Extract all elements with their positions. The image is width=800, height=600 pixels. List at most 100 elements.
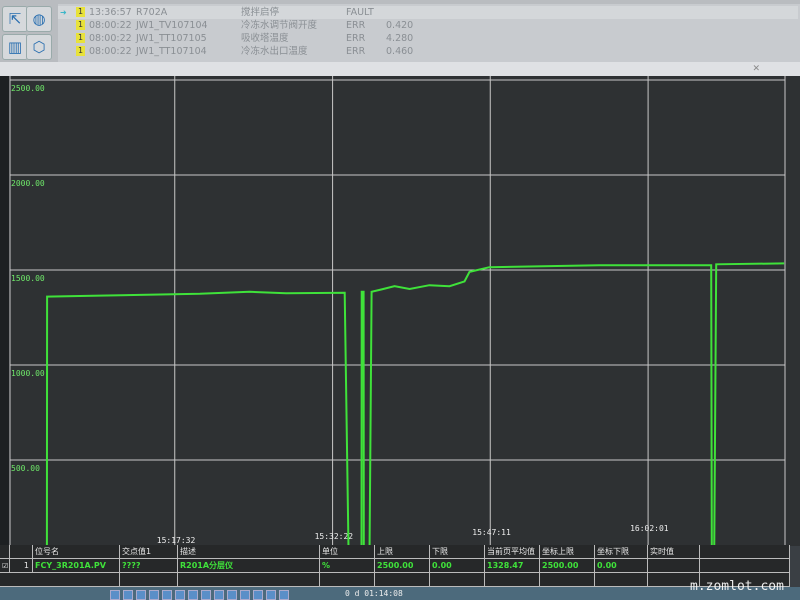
- close-icon[interactable]: ✕: [752, 64, 760, 74]
- alarm-time: 08:00:22: [89, 46, 132, 57]
- alarm-time: 13:36:57: [89, 7, 132, 18]
- y-tick-label: 2500.00: [11, 84, 45, 93]
- toolbar-button[interactable]: [240, 590, 250, 600]
- column-header: 位号名: [33, 545, 120, 559]
- alarm-value: 0.420: [386, 20, 414, 31]
- alarm-description: 吸收塔温度: [241, 33, 289, 44]
- x-tick-label: 15:47:11: [472, 528, 511, 537]
- trend-tag-table: 位号名 交点值1 描述 单位 上限 下限 当前页平均值 坐标上限 坐标下限 实时值 ☑ 1 FCY_3R…: [0, 545, 790, 587]
- trend-chart: 0.00500.001000.001500.002000.002500.0015…: [0, 76, 800, 546]
- y-tick-label: 2000.00: [11, 179, 45, 188]
- export-icon[interactable]: ⇱: [2, 6, 28, 32]
- alarm-tag: R702A: [136, 7, 168, 18]
- alarm-level-badge: 1: [76, 33, 85, 43]
- empty-cell: [120, 573, 178, 587]
- table-corner: [0, 545, 10, 559]
- toolbar-button[interactable]: [123, 590, 133, 600]
- table-cell: %: [320, 559, 375, 573]
- toolbar-button[interactable]: [253, 590, 263, 600]
- empty-cell: [700, 573, 790, 587]
- row-checkbox[interactable]: ☑: [0, 559, 10, 573]
- alarm-value: 4.280: [386, 33, 414, 44]
- alarm-description: 搅拌启停: [241, 7, 280, 18]
- y-tick-label: 500.00: [11, 464, 40, 473]
- alarm-level-badge: 1: [76, 20, 85, 30]
- table-cell: 1328.47: [485, 559, 540, 573]
- y-tick-label: 1000.00: [11, 369, 45, 378]
- alarm-row[interactable]: 1 08:00:22 JW1_TV107104 冷冻水调节阀开度 ERR 0.420: [58, 19, 798, 32]
- toolbar-button[interactable]: [214, 590, 224, 600]
- trend-line-series: [45, 262, 785, 546]
- chart-left-margin: [0, 76, 9, 546]
- hexagon-icon[interactable]: ⬡: [26, 34, 52, 60]
- column-header: 上限: [375, 545, 430, 559]
- alarm-row[interactable]: ➜ 1 13:36:57 R702A 搅拌启停 FAULT: [58, 6, 798, 19]
- toolbar-button[interactable]: [110, 590, 120, 600]
- column-header: 描述: [178, 545, 320, 559]
- x-tick-label: 16:02:01: [630, 524, 669, 533]
- table-cell: [648, 559, 700, 573]
- watermark: m.zomlot.com: [690, 579, 784, 594]
- table-cell: R201A分层仪: [178, 559, 320, 573]
- table-cell: 0.00: [595, 559, 648, 573]
- x-tick-label: 15:17:32: [157, 536, 196, 545]
- alarm-status: ERR: [346, 33, 366, 44]
- empty-cell: [648, 573, 700, 587]
- toolbar-button[interactable]: [188, 590, 198, 600]
- toolbar-button[interactable]: [136, 590, 146, 600]
- column-header: 坐标上限: [540, 545, 595, 559]
- column-header: 交点值1: [120, 545, 178, 559]
- toolbar-button[interactable]: [227, 590, 237, 600]
- row-index: 1: [10, 559, 33, 573]
- status-bar: [0, 587, 800, 600]
- alarm-status: FAULT: [346, 7, 374, 18]
- alarm-bar: ⇱ ◍ ▥ ⬡ ➜ 1 13:36:57 R702A 搅拌启停 FAULT 1 08:00:2…: [0, 0, 800, 62]
- alarm-level-badge: 1: [76, 46, 85, 56]
- empty-cell: [320, 573, 375, 587]
- empty-cell: [700, 559, 790, 573]
- window-title-bar: ✕: [0, 62, 800, 76]
- table-cell: 0.00: [430, 559, 485, 573]
- column-header: 下限: [430, 545, 485, 559]
- chart-background: [0, 76, 800, 546]
- empty-cell: [595, 573, 648, 587]
- alarm-time: 08:00:22: [89, 33, 132, 44]
- column-header: 当前页平均值: [485, 545, 540, 559]
- empty-cell: [430, 573, 485, 587]
- column-header: 坐标下限: [595, 545, 648, 559]
- toolbar-button[interactable]: [279, 590, 289, 600]
- duration-readout: 0 d 01:14:08: [345, 589, 403, 598]
- alarm-row[interactable]: 1 08:00:22 JW1_TT107105 吸收塔温度 ERR 4.280: [58, 32, 798, 45]
- book-icon[interactable]: ▥: [2, 34, 28, 60]
- alarm-tag: JW1_TT107104: [136, 46, 207, 57]
- empty-cell: [0, 573, 120, 587]
- y-tick-label: 1500.00: [11, 274, 45, 283]
- table-cell: FCY_3R201A.PV: [33, 559, 120, 573]
- table-cell: 2500.00: [375, 559, 430, 573]
- alarm-description: 冷冻水调节阀开度: [241, 20, 318, 31]
- toolbar-button[interactable]: [162, 590, 172, 600]
- toolbar-button[interactable]: [149, 590, 159, 600]
- alarm-value: 0.460: [386, 46, 414, 57]
- empty-cell: [540, 573, 595, 587]
- current-arrow-icon: ➜: [60, 8, 67, 17]
- empty-cell: [178, 573, 320, 587]
- column-header: 实时值: [648, 545, 700, 559]
- empty-header: [700, 545, 790, 559]
- alarm-status: ERR: [346, 20, 366, 31]
- toolbar-button[interactable]: [201, 590, 211, 600]
- table-cell: ????: [120, 559, 178, 573]
- alarm-description: 冷冻水出口温度: [241, 46, 308, 57]
- alarm-list: ➜ 1 13:36:57 R702A 搅拌启停 FAULT 1 08:00:22 JW1_TV1…: [58, 4, 800, 62]
- globe-icon[interactable]: ◍: [26, 6, 52, 32]
- column-header: 单位: [320, 545, 375, 559]
- table-index-header: [10, 545, 33, 559]
- x-tick-label: 15:32:22: [315, 532, 354, 541]
- toolbar-button[interactable]: [266, 590, 276, 600]
- alarm-row[interactable]: 1 08:00:22 JW1_TT107104 冷冻水出口温度 ERR 0.460: [58, 45, 798, 58]
- alarm-tag: JW1_TV107104: [136, 20, 208, 31]
- alarm-tag: JW1_TT107105: [136, 33, 207, 44]
- alarm-time: 08:00:22: [89, 20, 132, 31]
- toolbar-button[interactable]: [175, 590, 185, 600]
- empty-cell: [375, 573, 430, 587]
